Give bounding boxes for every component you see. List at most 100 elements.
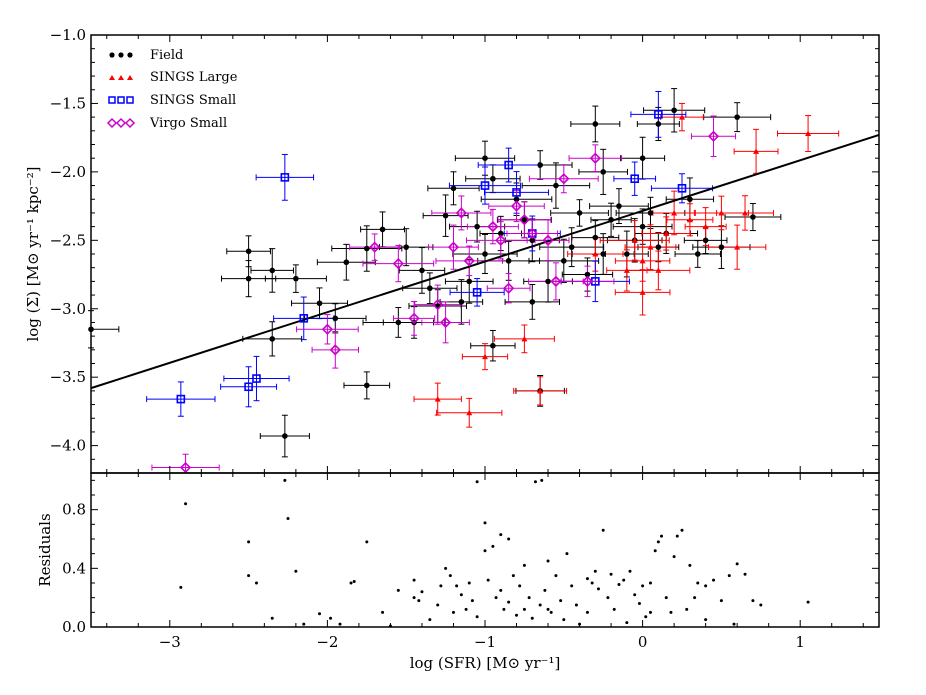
residual-point xyxy=(522,607,526,611)
virgo-small-errorbar xyxy=(465,221,536,260)
residual-point xyxy=(470,599,474,603)
field-point xyxy=(655,121,662,127)
residual-point xyxy=(417,599,421,603)
residual-point xyxy=(530,616,534,620)
sings-small-point xyxy=(244,382,253,392)
field-point xyxy=(608,216,614,223)
residual-point xyxy=(538,603,542,607)
field-point xyxy=(624,251,630,257)
field-point xyxy=(513,196,520,203)
residual-point xyxy=(270,616,274,620)
residual-point xyxy=(648,610,652,614)
residual-point xyxy=(606,596,610,600)
virgo-small-point xyxy=(392,257,404,270)
residual-point xyxy=(247,574,251,578)
sings-large-point xyxy=(434,396,441,402)
field-point xyxy=(576,210,583,216)
field-point xyxy=(343,259,350,266)
sings-large-point xyxy=(805,130,812,137)
field-point xyxy=(584,271,591,278)
field-point xyxy=(245,248,252,255)
residual-point xyxy=(533,480,537,484)
field-point xyxy=(282,433,288,439)
virgo-small-errorbar xyxy=(486,273,531,304)
xtick-label: −3 xyxy=(159,633,181,651)
residual-points xyxy=(179,478,810,628)
field-point xyxy=(505,258,512,264)
virgo-small-errorbar xyxy=(362,244,435,283)
residual-point xyxy=(743,572,747,576)
residual-point xyxy=(247,540,251,544)
sings-small-errorbar xyxy=(630,90,687,138)
residual-point xyxy=(693,596,697,600)
residual-point xyxy=(184,502,188,506)
virgo-small-point xyxy=(463,255,475,267)
residual-point xyxy=(562,618,566,622)
virgo-small-point xyxy=(455,207,467,219)
residual-point xyxy=(494,596,498,600)
field-point xyxy=(332,315,339,322)
residual-point xyxy=(455,584,459,588)
field-point xyxy=(702,237,709,244)
sings-large-point xyxy=(592,251,599,257)
residual-point xyxy=(507,537,511,541)
residual-point xyxy=(486,578,490,582)
residual-point xyxy=(585,610,589,614)
residual-point xyxy=(518,584,522,588)
residual-point xyxy=(475,480,479,484)
residual-point xyxy=(590,581,594,585)
res-ytick-label: 0.8 xyxy=(62,501,86,519)
virgo-small-errorbar xyxy=(428,224,479,270)
virgo-small-point xyxy=(447,241,460,253)
sings-large-point xyxy=(639,289,646,295)
residual-point xyxy=(420,590,424,594)
field-point xyxy=(600,251,606,257)
residual-point xyxy=(735,562,739,566)
field-point xyxy=(734,114,740,120)
residual-point xyxy=(179,585,183,589)
field-point xyxy=(482,155,488,161)
residual-point xyxy=(806,600,810,604)
residual-point xyxy=(704,584,708,588)
virgo-small-point xyxy=(432,299,444,311)
residual-point xyxy=(349,581,353,585)
sings-small-point xyxy=(654,110,663,119)
field-point xyxy=(419,267,425,274)
residual-point xyxy=(412,596,416,600)
virgo-small-errorbar xyxy=(690,115,737,158)
sings-large-point xyxy=(742,209,749,216)
main-ytick-label: −4.0 xyxy=(50,437,86,455)
residuals-panel: −3 −2 −1 0 1 0.0 0.4 0.8 Residuals log (SFR) [… xyxy=(36,472,880,672)
legend-item-sings-large: SINGS Large xyxy=(109,70,238,85)
field-point xyxy=(639,155,646,161)
residual-point xyxy=(543,588,547,592)
residual-point xyxy=(499,588,503,592)
virgo-small-point xyxy=(408,312,420,324)
field-point xyxy=(553,182,559,189)
field-point xyxy=(395,319,402,326)
sings-large-point xyxy=(623,267,630,273)
field-point xyxy=(529,299,536,305)
xtick-label: 0 xyxy=(638,633,648,651)
field-point xyxy=(364,245,370,252)
sings-large-point xyxy=(482,353,488,360)
residual-point xyxy=(483,521,487,525)
main-ytick-label: −2.0 xyxy=(50,163,86,181)
residual-point xyxy=(451,610,455,614)
sings-large-point xyxy=(631,237,638,243)
field-point xyxy=(403,244,410,250)
sings-large-point xyxy=(655,267,662,273)
field-point xyxy=(293,275,299,282)
residual-point xyxy=(637,602,641,606)
virgo-small-errorbar xyxy=(431,195,492,231)
sings-large-point xyxy=(466,409,473,416)
virgo-small-point xyxy=(550,275,562,288)
field-point xyxy=(750,214,756,220)
sings-small-errorbar xyxy=(613,161,657,196)
sings-small-errorbar xyxy=(223,355,290,402)
sings-large-point xyxy=(686,216,693,223)
sings-small-point xyxy=(504,160,513,170)
field-point xyxy=(671,107,677,114)
field-point xyxy=(269,267,276,274)
sings-large-point xyxy=(671,209,678,216)
